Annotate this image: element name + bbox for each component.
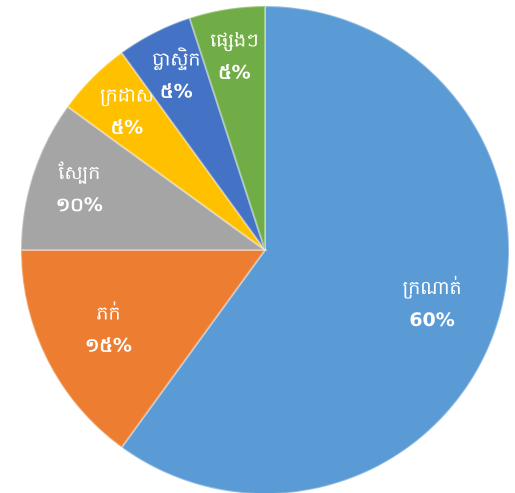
pie-slice	[188, 4, 266, 251]
slice-value: ១០%	[56, 194, 103, 216]
pie-slice	[120, 16, 266, 251]
pie-slice	[19, 105, 269, 251]
pie-slice	[66, 51, 266, 251]
pie-slice	[19, 249, 267, 449]
slice-label: ប្លាស្ទិក	[152, 47, 200, 71]
slice-value: ១៥%	[85, 334, 132, 356]
slice-label: ក្រណាត់	[403, 275, 462, 299]
slice-value: ៥%	[111, 116, 144, 138]
slice-label: ស្បែក	[58, 161, 100, 184]
slice-label: ផ្សេងៗ	[210, 30, 258, 52]
slice-label: ក្រដាស	[100, 84, 154, 106]
slice-value: 60%	[409, 309, 454, 331]
pie-slice	[120, 4, 510, 493]
slice-value: ៥%	[160, 81, 193, 103]
slice-value: ៥%	[218, 62, 251, 84]
slice-label: ភក់	[96, 300, 120, 324]
